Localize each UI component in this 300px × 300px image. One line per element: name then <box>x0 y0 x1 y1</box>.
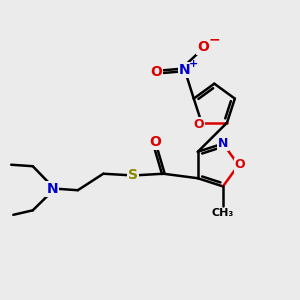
Text: O: O <box>193 118 204 131</box>
Text: +: + <box>188 58 198 68</box>
Text: S: S <box>128 168 138 182</box>
Text: O: O <box>149 135 161 148</box>
Text: O: O <box>197 40 209 54</box>
Text: −: − <box>208 32 220 46</box>
Text: O: O <box>235 158 245 172</box>
Text: N: N <box>179 63 190 77</box>
Text: O: O <box>150 64 162 79</box>
Text: CH₃: CH₃ <box>212 208 234 218</box>
Text: N: N <box>218 137 228 150</box>
Text: N: N <box>46 182 58 196</box>
